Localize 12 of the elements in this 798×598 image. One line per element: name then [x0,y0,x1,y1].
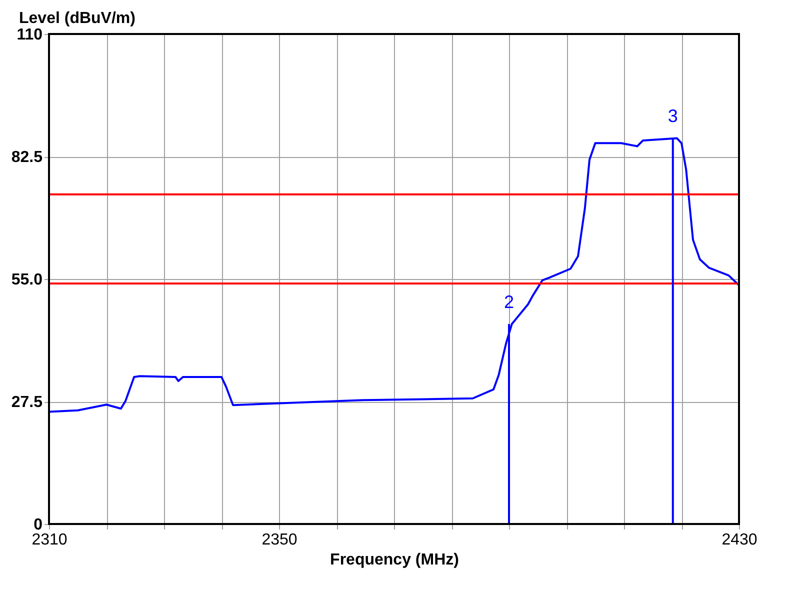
y-tick-label: 27.5 [11,394,43,411]
y-tick-label: 110 [16,26,43,44]
y-tick-label: 55.0 [11,272,43,288]
y-tick-label: 82.5 [11,149,43,166]
x-tick-label: 2310 [32,532,68,548]
annotation: 2 [504,292,514,312]
y-axis-title: Level (dBuV/m) [19,10,136,27]
y-tick-label: 0 [34,516,43,534]
x-tick-label: 2350 [262,532,298,548]
x-axis-title: Frequency (MHz) [330,552,459,568]
annotation: 3 [668,106,678,126]
x-tick-label: 2430 [722,532,758,548]
